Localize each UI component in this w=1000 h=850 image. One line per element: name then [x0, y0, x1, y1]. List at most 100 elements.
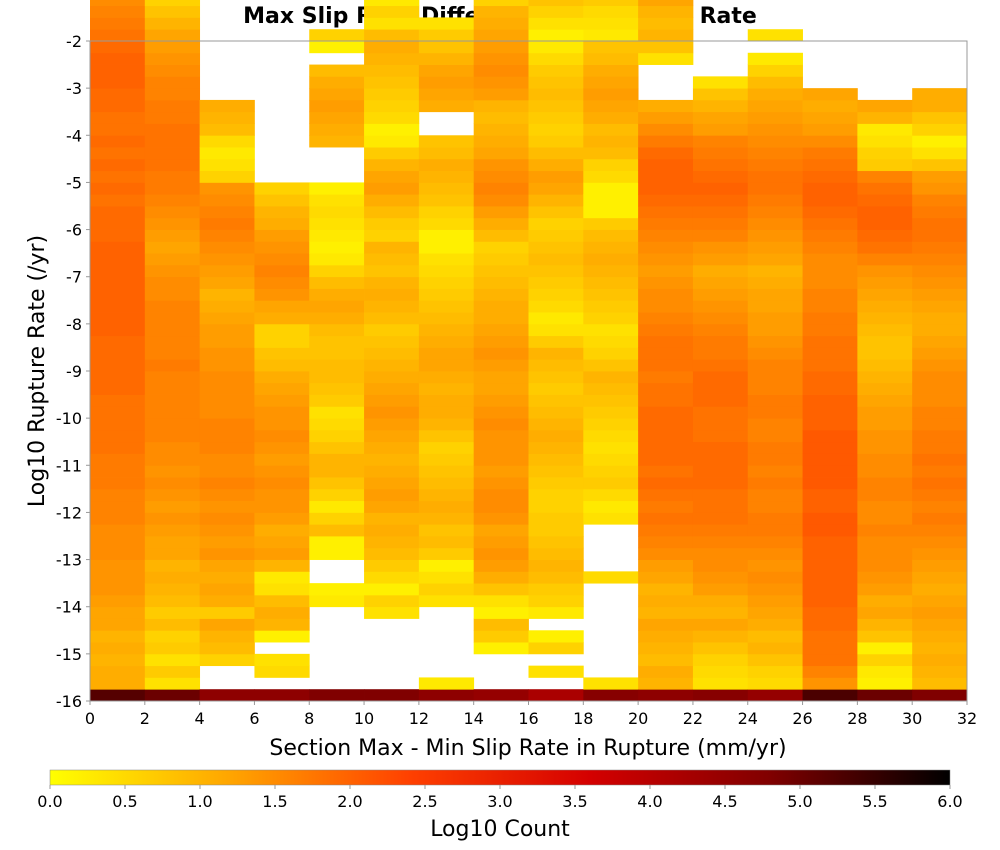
heatmap-cell	[199, 300, 255, 313]
heatmap-cell	[692, 665, 749, 678]
heatmap-cell	[90, 111, 146, 124]
heatmap-cell	[90, 264, 146, 278]
heatmap-cell	[583, 359, 639, 372]
heatmap-cell	[857, 441, 913, 454]
heatmap-cell	[199, 583, 255, 596]
heatmap-cell	[309, 382, 365, 395]
heatmap-cell	[583, 288, 639, 301]
heatmap-cell	[144, 477, 201, 490]
heatmap-cell	[747, 147, 803, 160]
heatmap-cell	[802, 441, 858, 454]
heatmap-cell	[857, 335, 913, 348]
heatmap-cell	[418, 170, 475, 183]
heatmap-cell	[364, 64, 420, 77]
heatmap-cell	[90, 288, 146, 301]
heatmap-cell	[144, 111, 201, 124]
heatmap-cell	[638, 359, 694, 372]
heatmap-cell	[802, 571, 858, 584]
heatmap-cell	[144, 536, 201, 549]
heatmap-cell	[692, 111, 749, 124]
heatmap-cell	[199, 441, 255, 454]
heatmap-cell	[528, 206, 584, 219]
heatmap-cell	[144, 488, 201, 502]
heatmap-cell	[309, 217, 365, 230]
heatmap-cell	[638, 394, 694, 407]
heatmap-cell	[309, 418, 365, 431]
heatmap-cell	[364, 76, 420, 89]
heatmap-cell	[692, 418, 749, 431]
heatmap-cell	[638, 524, 694, 537]
heatmap-cell	[364, 477, 420, 490]
heatmap-cell	[199, 465, 255, 478]
y-tick-label: -12	[56, 503, 82, 522]
x-tick-label: 24	[738, 709, 758, 728]
heatmap-cell	[90, 206, 146, 219]
heatmap-cell	[418, 559, 475, 572]
heatmap-cell	[638, 382, 694, 395]
heatmap-cell	[364, 147, 420, 160]
heatmap-cell	[912, 453, 968, 466]
heatmap-cell	[473, 524, 529, 537]
heatmap-cell	[364, 41, 420, 54]
heatmap-cell	[418, 689, 475, 702]
heatmap-cell	[802, 524, 858, 537]
heatmap-cell	[199, 229, 255, 242]
heatmap-cell	[528, 182, 584, 195]
heatmap-cell	[583, 335, 639, 348]
x-tick-label: 18	[573, 709, 593, 728]
heatmap-cell	[638, 406, 694, 419]
heatmap-cell	[309, 300, 365, 313]
heatmap-cell	[583, 453, 639, 466]
heatmap-cell	[144, 229, 201, 242]
heatmap-cell	[857, 300, 913, 313]
heatmap-cell	[90, 642, 146, 655]
heatmap-cell	[747, 194, 803, 207]
heatmap-cell	[857, 323, 913, 337]
x-axis: 0 2 4 6 8 10 12 14 16 18 20 22 24 26 28 30 32	[85, 701, 977, 728]
heatmap-cell	[912, 618, 968, 631]
x-tick-label: 0	[85, 709, 95, 728]
heatmap-cell	[583, 182, 639, 195]
heatmap-cell	[90, 88, 146, 101]
heatmap-cell	[90, 606, 146, 619]
heatmap-cell	[857, 547, 913, 560]
heatmap-cell	[802, 335, 858, 348]
heatmap-cell	[747, 477, 803, 490]
heatmap-cell	[90, 312, 146, 325]
heatmap-cell	[90, 241, 146, 254]
heatmap-cell	[528, 17, 584, 30]
heatmap-cell	[254, 382, 310, 395]
heatmap-cell	[254, 312, 310, 325]
heatmap-cell	[747, 312, 803, 325]
heatmap-cell	[254, 618, 310, 631]
heatmap-cell	[144, 359, 201, 372]
heatmap-cell	[309, 312, 365, 325]
heatmap-cell	[473, 689, 529, 702]
heatmap-cell	[692, 536, 749, 549]
heatmap-cell	[418, 571, 475, 584]
heatmap-cell	[144, 630, 201, 643]
heatmap-cell	[309, 477, 365, 490]
heatmap-cell	[802, 182, 858, 195]
heatmap-cell	[528, 123, 584, 136]
heatmap-cell	[90, 571, 146, 584]
heatmap-cell	[747, 453, 803, 466]
heatmap-cell	[144, 76, 201, 89]
heatmap-cell	[144, 52, 201, 65]
heatmap-cell	[364, 312, 420, 325]
heatmap-cell	[692, 465, 749, 478]
heatmap-cell	[199, 512, 255, 525]
heatmap-cell	[747, 288, 803, 301]
y-tick-label: -13	[56, 551, 82, 570]
heatmap-cell	[692, 135, 749, 148]
heatmap-cell	[473, 477, 529, 490]
heatmap-cell	[90, 323, 146, 337]
heatmap-cell	[912, 312, 968, 325]
heatmap-cell	[857, 477, 913, 490]
heatmap-cell	[528, 312, 584, 325]
heatmap-cell	[802, 347, 858, 360]
heatmap-cell	[418, 418, 475, 431]
heatmap-cell	[802, 488, 858, 502]
heatmap-cell	[473, 547, 529, 560]
